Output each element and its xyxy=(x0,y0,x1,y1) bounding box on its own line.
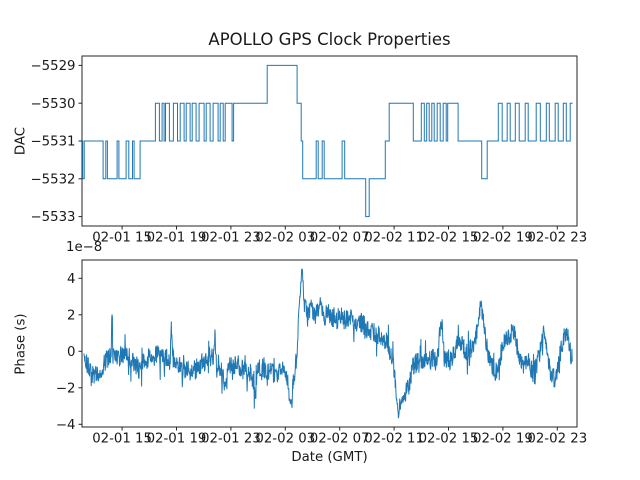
phase-y-tick-label: −2 xyxy=(56,381,76,396)
phase-x-tick-label: 02-01 15 xyxy=(92,432,152,447)
dac-x-tick-label: 02-02 03 xyxy=(255,231,315,246)
phase-x-tick-label: 02-01 23 xyxy=(201,432,261,447)
y-axis-offset-text: 1e−8 xyxy=(66,240,103,255)
dac-x-tick-label: 02-01 19 xyxy=(147,231,207,246)
phase-y-tick-label: 0 xyxy=(67,345,75,360)
dac-y-tick-label: −5531 xyxy=(31,135,76,150)
dac-y-tick-label: −5532 xyxy=(31,172,76,187)
dac-x-tick-label: 02-01 15 xyxy=(92,231,152,246)
dac-y-tick-label: −5530 xyxy=(31,97,76,112)
dac-x-tick-label: 02-02 11 xyxy=(364,231,424,246)
phase-series-line xyxy=(83,268,573,419)
phase-y-tick-label: 4 xyxy=(67,272,75,287)
dac-x-tick-label: 02-02 19 xyxy=(473,231,533,246)
phase-x-tick-label: 02-01 19 xyxy=(147,432,207,447)
phase-x-tick-label: 02-02 15 xyxy=(419,432,479,447)
phase-x-tick-label: 02-02 07 xyxy=(310,432,370,447)
phase-x-tick-label: 02-02 11 xyxy=(364,432,424,447)
dac-x-tick-label: 02-02 07 xyxy=(310,231,370,246)
phase-x-tick-label: 02-02 19 xyxy=(473,432,533,447)
dac-x-tick-label: 02-02 23 xyxy=(527,231,587,246)
dac-x-tick-label: 02-02 15 xyxy=(419,231,479,246)
phase-axes-frame xyxy=(81,259,578,428)
x-axis-label: Date (GMT) xyxy=(291,450,368,465)
phase-x-tick-label: 02-02 23 xyxy=(527,432,587,447)
dac-y-tick-label: −5533 xyxy=(31,210,76,225)
dac-series-line xyxy=(82,64,573,218)
phase-y-tick-label: −4 xyxy=(56,418,76,433)
dac-x-tick-label: 02-01 23 xyxy=(201,231,261,246)
phase-x-tick-label: 02-02 03 xyxy=(255,432,315,447)
dac-y-tick-label: −5529 xyxy=(31,59,76,74)
figure-title: APOLLO GPS Clock Properties xyxy=(208,30,451,49)
phase-y-tick-label: 2 xyxy=(67,308,75,323)
